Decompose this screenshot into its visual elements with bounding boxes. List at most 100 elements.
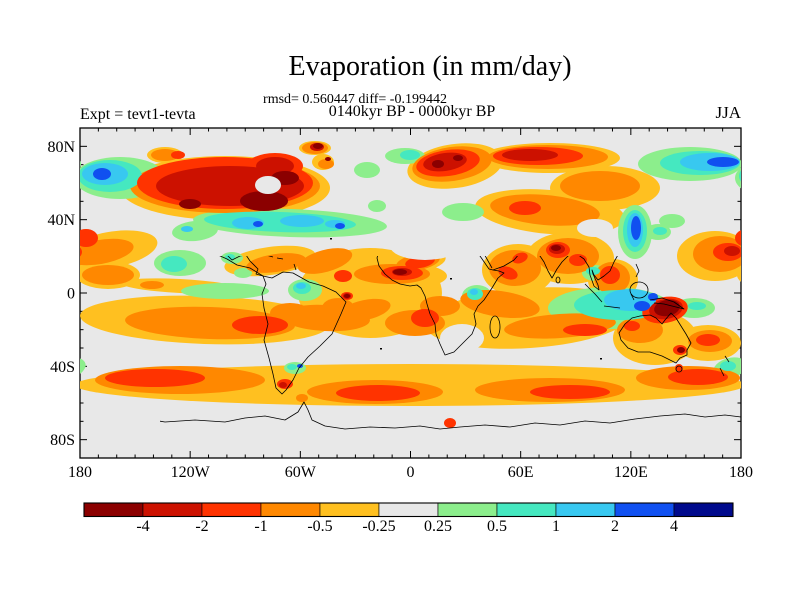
anomaly-blob xyxy=(740,292,800,349)
season-label: JJA xyxy=(715,103,741,122)
anomaly-blob xyxy=(82,265,134,285)
anomaly-blob xyxy=(80,242,86,266)
colorbar-cell xyxy=(496,502,557,517)
anomaly-blob xyxy=(80,247,82,257)
anomaly-blob xyxy=(569,254,587,266)
anomaly-blob xyxy=(253,221,263,227)
colorbar-cell xyxy=(437,502,498,517)
colorbar: -4 -2 -1 -0.5 -0.25 0.25 0.5 1 2 4 xyxy=(83,502,734,535)
anomaly-blob xyxy=(140,281,164,289)
colorbar-cell xyxy=(319,502,380,517)
coast-north-america-west xyxy=(219,256,264,277)
anomaly-blob xyxy=(296,394,308,402)
anomaly-blob xyxy=(240,191,288,211)
anomaly-blob xyxy=(577,219,613,237)
anomaly-blob xyxy=(512,252,528,264)
anomaly-blob xyxy=(390,232,460,260)
coast-antarctica xyxy=(160,401,742,430)
anomaly-blob xyxy=(735,230,741,246)
anomaly-blob xyxy=(498,266,518,280)
colorbar-cell xyxy=(673,502,734,517)
y-axis-tick-label: 80S xyxy=(50,432,75,449)
anomaly-blob xyxy=(14,325,80,361)
anomaly-blob xyxy=(442,203,484,221)
colorbar-border xyxy=(83,502,734,518)
island-tasmania xyxy=(675,365,683,373)
anomaly-blob xyxy=(296,283,306,289)
colorbar-cell xyxy=(83,502,144,517)
anomaly-blob xyxy=(344,294,350,298)
colorbar-tick-label: -1 xyxy=(254,518,267,535)
colorbar-tick-label: 1 xyxy=(552,518,560,535)
anomaly-blob xyxy=(322,298,354,318)
anomaly-blob xyxy=(737,268,741,282)
coast-islands xyxy=(268,256,730,377)
anomaly-blob xyxy=(502,149,558,161)
anomaly-blob xyxy=(509,201,541,215)
anomaly-blob xyxy=(688,302,706,310)
colorbar-cell xyxy=(142,502,203,517)
anomaly-blob xyxy=(313,143,323,149)
island-madagascar xyxy=(489,315,501,339)
anomaly-blob xyxy=(93,168,111,180)
anomaly-blob xyxy=(743,163,789,185)
anomaly-blob xyxy=(63,246,79,256)
colorbar-tick-label: -0.5 xyxy=(307,518,332,535)
anomaly-blob xyxy=(631,216,641,240)
colorbar-tick-label: 0.25 xyxy=(424,518,452,535)
anomaly-blob xyxy=(161,256,187,272)
coast-south-america xyxy=(261,271,347,395)
axis-labels: 180 120W 60W 0 60E 120E 180 80N 40N 0 40S 80S xyxy=(47,139,753,481)
anomaly-blob xyxy=(724,246,740,256)
map-frame xyxy=(79,127,742,459)
anomaly-blob xyxy=(440,324,484,352)
anomaly-blob xyxy=(172,220,218,242)
anomaly-blob xyxy=(105,369,205,387)
anomaly-blob xyxy=(696,334,720,346)
colorbar-cell xyxy=(555,502,616,517)
colorbar-cell xyxy=(201,502,262,517)
y-axis-tick-label: 40N xyxy=(47,212,75,229)
anomaly-blob xyxy=(707,157,739,167)
anomaly-blob xyxy=(46,157,78,167)
anomaly-blob xyxy=(368,200,386,212)
anomaly-blob xyxy=(400,150,420,160)
anomaly-blob xyxy=(297,248,353,274)
anomaly-blob xyxy=(27,330,71,352)
anomaly-blob xyxy=(624,321,640,331)
anomaly-blob xyxy=(287,364,297,370)
anomaly-blob xyxy=(334,270,352,282)
anomaly-blob xyxy=(280,215,324,227)
x-axis-tick-label: 180 xyxy=(68,464,92,481)
anomaly-blob xyxy=(246,253,306,273)
anomaly-blob xyxy=(634,301,650,311)
anomaly-blob xyxy=(563,324,607,336)
island-sri-lanka xyxy=(555,276,561,284)
coast-australia xyxy=(618,312,692,364)
colorbar-tick-label: 4 xyxy=(670,518,678,535)
y-axis-tick-label: 40S xyxy=(50,359,75,376)
anomaly-blob xyxy=(453,155,463,161)
anomaly-blob xyxy=(354,162,380,178)
anomaly-blob xyxy=(739,170,741,182)
anomaly-blob xyxy=(653,227,667,235)
anomaly-contour-fills xyxy=(14,141,800,428)
anomaly-blob xyxy=(80,229,98,247)
anomaly-blob xyxy=(530,385,610,399)
anomaly-blob xyxy=(393,269,407,275)
anomaly-blob xyxy=(335,223,345,229)
stats-line: rmsd= 0.560447 diff= -0.199442 xyxy=(263,92,447,107)
colorbar-tick-label: -0.25 xyxy=(362,518,395,535)
coast-asia-pacific xyxy=(479,256,618,291)
anomaly-blob xyxy=(171,151,185,159)
anomaly-blob xyxy=(735,167,741,189)
island-borneo xyxy=(629,281,649,299)
experiment-label: Expt = tevt1-tevta xyxy=(80,106,196,123)
anomaly-blob xyxy=(754,168,772,180)
anomaly-blob xyxy=(720,361,736,371)
anomaly-blob xyxy=(659,214,685,228)
anomaly-blob xyxy=(560,171,640,201)
coast-africa xyxy=(376,256,505,356)
colorbar-cell xyxy=(614,502,675,517)
